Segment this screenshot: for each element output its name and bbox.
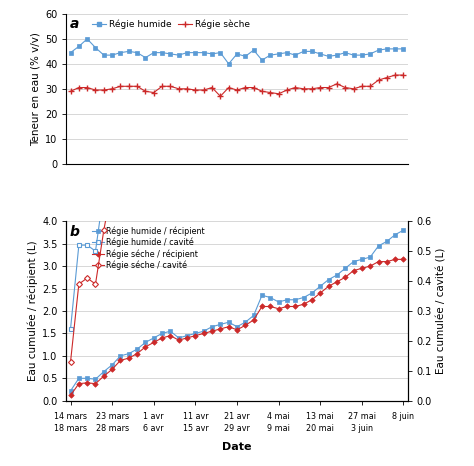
- Text: 14 mars: 14 mars: [54, 412, 87, 421]
- Text: 4 mai: 4 mai: [267, 412, 290, 421]
- Text: 29 avr: 29 avr: [224, 425, 250, 433]
- Legend: Régie humide / récipient, Régie humide / cavité, Régie séche / récipient, Régie : Régie humide / récipient, Régie humide /…: [91, 225, 206, 271]
- Text: 1 avr: 1 avr: [144, 412, 164, 421]
- Y-axis label: Teneur en eau (% v/v): Teneur en eau (% v/v): [31, 32, 41, 146]
- Text: 3 juin: 3 juin: [351, 425, 373, 433]
- Text: 18 mars: 18 mars: [54, 425, 87, 433]
- Text: 9 mai: 9 mai: [267, 425, 290, 433]
- Text: 28 mars: 28 mars: [96, 425, 129, 433]
- Text: 13 mai: 13 mai: [306, 412, 334, 421]
- Text: Date: Date: [222, 442, 252, 452]
- Text: 8 juin: 8 juin: [392, 412, 414, 421]
- Text: 6 avr: 6 avr: [144, 425, 164, 433]
- Y-axis label: Eau cumulée / récipient (L): Eau cumulée / récipient (L): [27, 240, 37, 381]
- Text: 20 mai: 20 mai: [306, 425, 334, 433]
- Text: 23 mars: 23 mars: [96, 412, 129, 421]
- Text: 15 avr: 15 avr: [182, 425, 208, 433]
- Text: 21 avr: 21 avr: [224, 412, 250, 421]
- Legend: Régie humide, Régie sèche: Régie humide, Régie sèche: [91, 19, 250, 30]
- Text: 27 mai: 27 mai: [348, 412, 376, 421]
- Text: a: a: [70, 17, 79, 31]
- Y-axis label: Eau cumulée / cavité (L): Eau cumulée / cavité (L): [436, 248, 446, 374]
- Text: 11 avr: 11 avr: [182, 412, 208, 421]
- Text: b: b: [70, 225, 80, 239]
